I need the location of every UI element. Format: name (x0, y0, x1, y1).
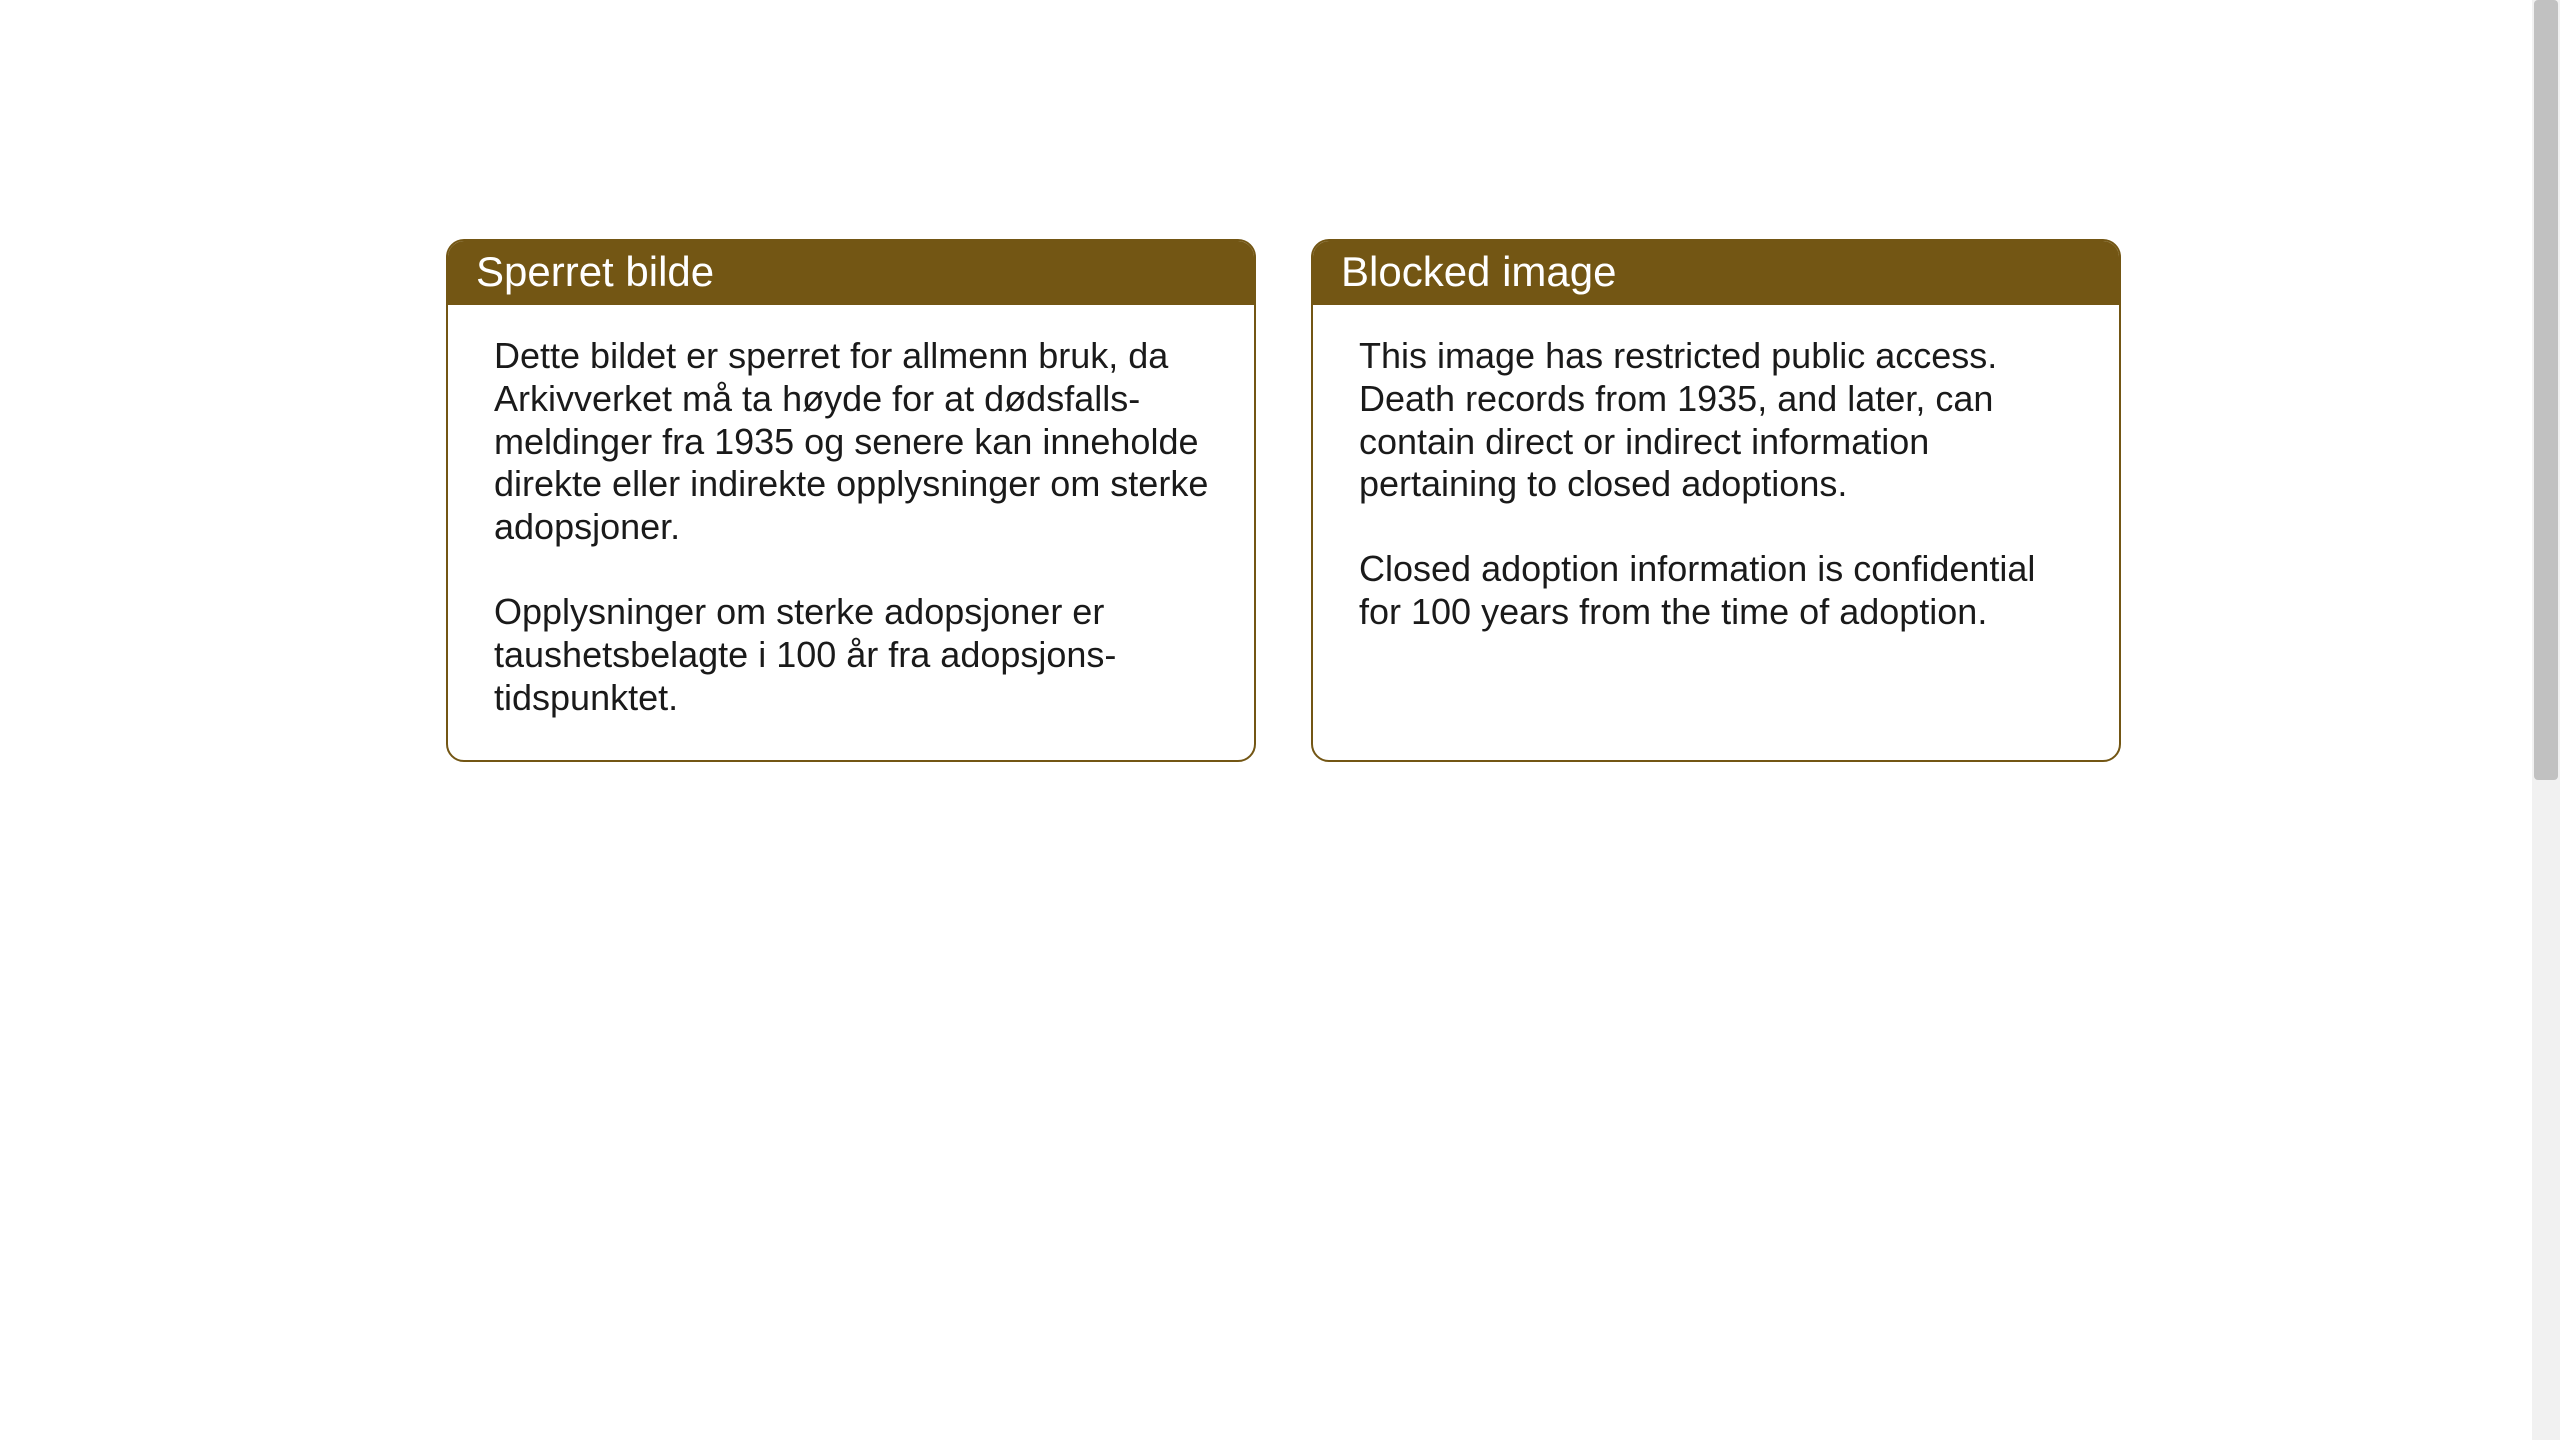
norwegian-card-header: Sperret bilde (448, 241, 1254, 305)
english-card-body: This image has restricted public access.… (1313, 305, 2119, 674)
norwegian-card-title: Sperret bilde (476, 248, 714, 295)
cards-container: Sperret bilde Dette bildet er sperret fo… (446, 239, 2121, 762)
english-paragraph-2: Closed adoption information is confident… (1359, 548, 2079, 634)
english-card-header: Blocked image (1313, 241, 2119, 305)
norwegian-card: Sperret bilde Dette bildet er sperret fo… (446, 239, 1256, 762)
english-card: Blocked image This image has restricted … (1311, 239, 2121, 762)
scrollbar-track[interactable] (2532, 0, 2560, 1440)
norwegian-paragraph-2: Opplysninger om sterke adopsjoner er tau… (494, 591, 1214, 719)
scrollbar-thumb[interactable] (2534, 0, 2558, 780)
norwegian-paragraph-1: Dette bildet er sperret for allmenn bruk… (494, 335, 1214, 549)
english-paragraph-1: This image has restricted public access.… (1359, 335, 2079, 506)
english-card-title: Blocked image (1341, 248, 1616, 295)
norwegian-card-body: Dette bildet er sperret for allmenn bruk… (448, 305, 1254, 760)
